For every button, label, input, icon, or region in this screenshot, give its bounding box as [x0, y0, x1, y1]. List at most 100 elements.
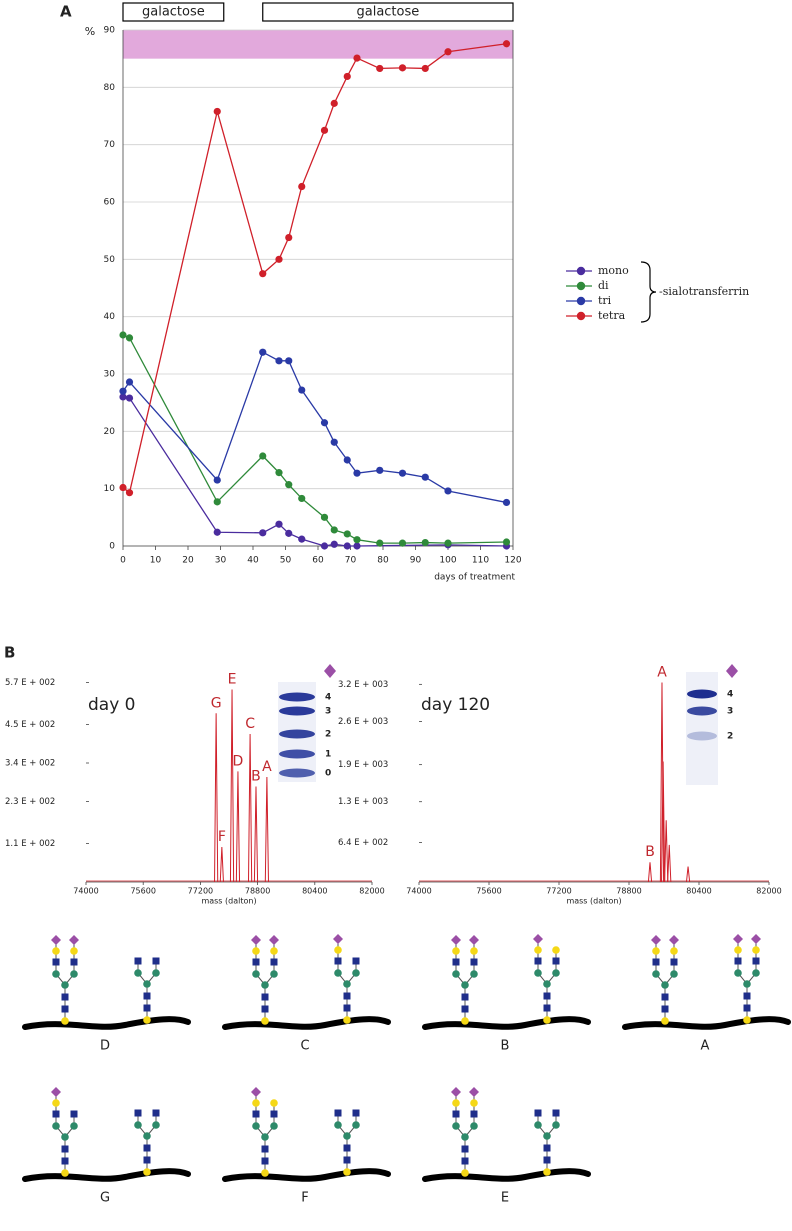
x-tick-label: 75600 — [130, 887, 155, 896]
data-point — [119, 387, 127, 395]
protein-backbone — [422, 1168, 591, 1182]
data-point — [119, 483, 127, 492]
sugar — [352, 1121, 360, 1129]
sugar — [534, 969, 542, 977]
y-tick-label: 3.4 E + 002 — [5, 759, 55, 769]
sugar — [261, 981, 269, 989]
x-tick-label: 80400 — [302, 887, 327, 896]
protein-backbone — [222, 1016, 391, 1030]
y-tick-label: 1.1 E + 002 — [5, 839, 55, 849]
glcnac — [343, 992, 351, 1000]
data-point — [298, 535, 306, 543]
data-point — [376, 466, 384, 474]
legend-bracket — [640, 261, 657, 323]
x-tick-label: 78800 — [616, 887, 641, 896]
series-line — [122, 351, 507, 504]
glcnac — [452, 958, 460, 966]
glcnac — [552, 957, 560, 965]
glcnac — [352, 1109, 360, 1117]
sugar — [143, 1016, 151, 1024]
gel-label: 3 — [325, 707, 331, 717]
data-point — [213, 107, 221, 116]
glcnac — [343, 1004, 351, 1012]
sugar — [543, 1168, 551, 1176]
sugar — [270, 970, 278, 978]
glcnac — [61, 1005, 69, 1013]
sugar — [752, 946, 760, 954]
sugar — [334, 1121, 342, 1129]
x-tick-label: 50 — [280, 556, 292, 566]
sugar — [534, 946, 542, 954]
sialic-acid — [333, 934, 343, 944]
x-axis-label: days of treatment — [434, 573, 515, 583]
y-tick-label: 30 — [104, 370, 116, 380]
day-label: day 0 — [88, 695, 136, 715]
sugar — [534, 1121, 542, 1129]
x-tick-label: 80400 — [686, 887, 711, 896]
peak — [661, 761, 666, 883]
glcnac — [652, 958, 660, 966]
legend-marker — [576, 281, 586, 291]
peak-label: A — [262, 759, 272, 775]
data-point — [259, 529, 267, 537]
y-tick-label: 2.3 E + 002 — [5, 797, 55, 807]
glcnac — [461, 993, 469, 1001]
data-point — [330, 540, 338, 548]
sugar — [670, 947, 678, 955]
glcnac — [470, 958, 478, 966]
sialic-acid — [469, 935, 479, 945]
glycoprotein: C — [222, 934, 391, 1054]
data-point — [421, 473, 429, 481]
glycan-label: E — [501, 1191, 509, 1206]
glcnac — [543, 1004, 551, 1012]
peak — [647, 862, 653, 883]
glcnac — [734, 957, 742, 965]
peak-label: B — [645, 844, 655, 860]
sugar — [552, 969, 560, 977]
data-point — [320, 542, 329, 550]
data-point — [353, 469, 361, 477]
sugar — [70, 947, 78, 955]
data-point — [213, 498, 221, 506]
glcnac — [670, 958, 678, 966]
sialic-acid — [69, 935, 79, 945]
sugar — [552, 946, 560, 954]
glcnac — [743, 992, 751, 1000]
sugar — [261, 1017, 269, 1025]
sugar — [134, 969, 142, 977]
data-point — [398, 469, 407, 477]
gel-label: 3 — [727, 707, 733, 717]
y-tick-label: 6.4 E + 002 — [338, 838, 388, 848]
data-point — [444, 487, 452, 495]
sialic-acid — [269, 935, 279, 945]
y-tick-label: 80 — [104, 83, 116, 93]
gel-band — [279, 729, 315, 739]
data-point — [125, 489, 134, 497]
y-tick-label: 90 — [104, 26, 116, 36]
sugar — [52, 970, 60, 978]
sugar — [70, 970, 78, 978]
gel-label: 4 — [325, 693, 331, 703]
glcnac — [61, 993, 69, 1001]
peak — [229, 689, 235, 883]
data-point — [376, 539, 384, 547]
data-point — [353, 536, 361, 544]
gel-band — [279, 692, 315, 702]
data-point — [119, 393, 127, 401]
glcnac — [343, 1144, 351, 1152]
gel-band — [279, 706, 315, 716]
data-point — [259, 452, 267, 460]
x-tick-label: 74000 — [406, 887, 431, 896]
legend-label: tri — [598, 294, 612, 307]
glcnac — [543, 992, 551, 1000]
gel-label: 4 — [727, 690, 733, 700]
period-box — [262, 2, 514, 22]
glcnac — [52, 958, 60, 966]
y-tick-label: 10 — [104, 484, 116, 494]
sugar — [461, 1133, 469, 1141]
data-point — [330, 526, 338, 534]
data-point — [330, 99, 338, 107]
legend-marker — [576, 296, 586, 306]
x-tick-label: 80 — [377, 556, 389, 566]
glycan-label: B — [501, 1039, 510, 1054]
